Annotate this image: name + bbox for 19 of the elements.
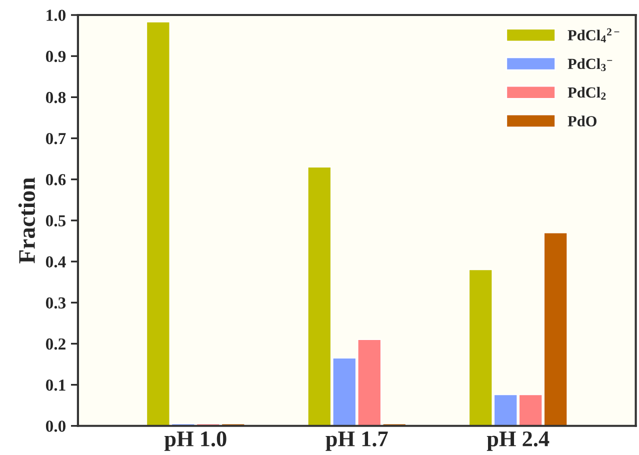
legend-label: PdO — [568, 116, 596, 126]
x-tick-label: pH 1.0 — [164, 431, 226, 451]
y-axis-title: Fraction — [18, 178, 35, 264]
y-tick-label: 0.2 — [46, 338, 66, 350]
y-tick-label: 1.0 — [46, 10, 66, 22]
y-tick-label: 0.8 — [46, 92, 66, 104]
y-tick-label: 0.9 — [46, 50, 66, 62]
y-tick-label: 0.5 — [46, 215, 66, 226]
y-tick-label: 0.7 — [46, 132, 66, 144]
x-tick-label: pH 1.7 — [326, 431, 388, 451]
legend-label: PdCl$_{4}$$^{2−}$ — [568, 28, 620, 42]
y-tick-label: 0.3 — [46, 297, 66, 309]
legend-label: PdCl$_{2}$ — [568, 86, 606, 100]
y-tick-label: 0.1 — [46, 379, 66, 391]
y-tick-label: 0.4 — [46, 256, 66, 268]
y-tick-label: 0.6 — [46, 174, 66, 186]
y-tick-label: 0.0 — [46, 420, 66, 432]
legend-label: PdCl$_{3}$$^{−}$ — [568, 58, 612, 72]
x-tick-label: pH 2.4 — [486, 431, 550, 451]
